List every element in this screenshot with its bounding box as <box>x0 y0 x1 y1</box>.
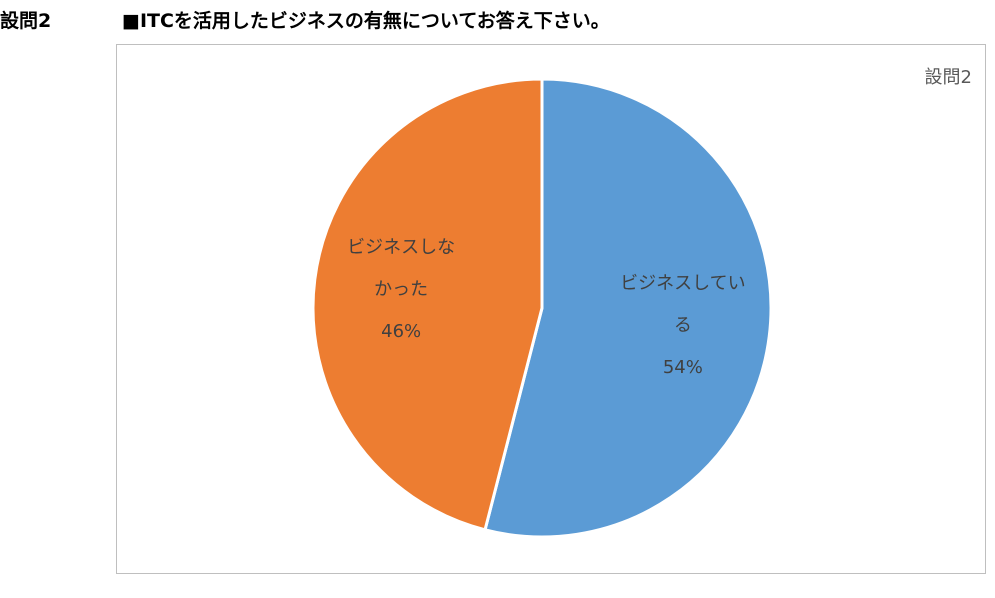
data-label-2-line-3: 46% <box>381 321 421 342</box>
data-label-1-line-1: ビジネスしてい <box>620 273 745 294</box>
pie-slice-2 <box>311 77 544 532</box>
data-label-2-line-1: ビジネスしな <box>347 237 455 258</box>
data-label-1-line-2: る <box>674 315 692 336</box>
chart-title: 設問2 <box>924 67 972 88</box>
question-text: ■ITCを活用したビジネスの有無についてお答え下さい。 <box>122 10 610 32</box>
chart-area: 設問2 ビジネスしている 54% ビジネスしな かった 46% <box>116 44 986 574</box>
question-number: 設問2 <box>0 10 52 32</box>
data-label-1-line-3: 54% <box>663 357 703 378</box>
data-label-2-line-2: かった <box>374 279 428 300</box>
pie-slice-1 <box>483 77 773 539</box>
